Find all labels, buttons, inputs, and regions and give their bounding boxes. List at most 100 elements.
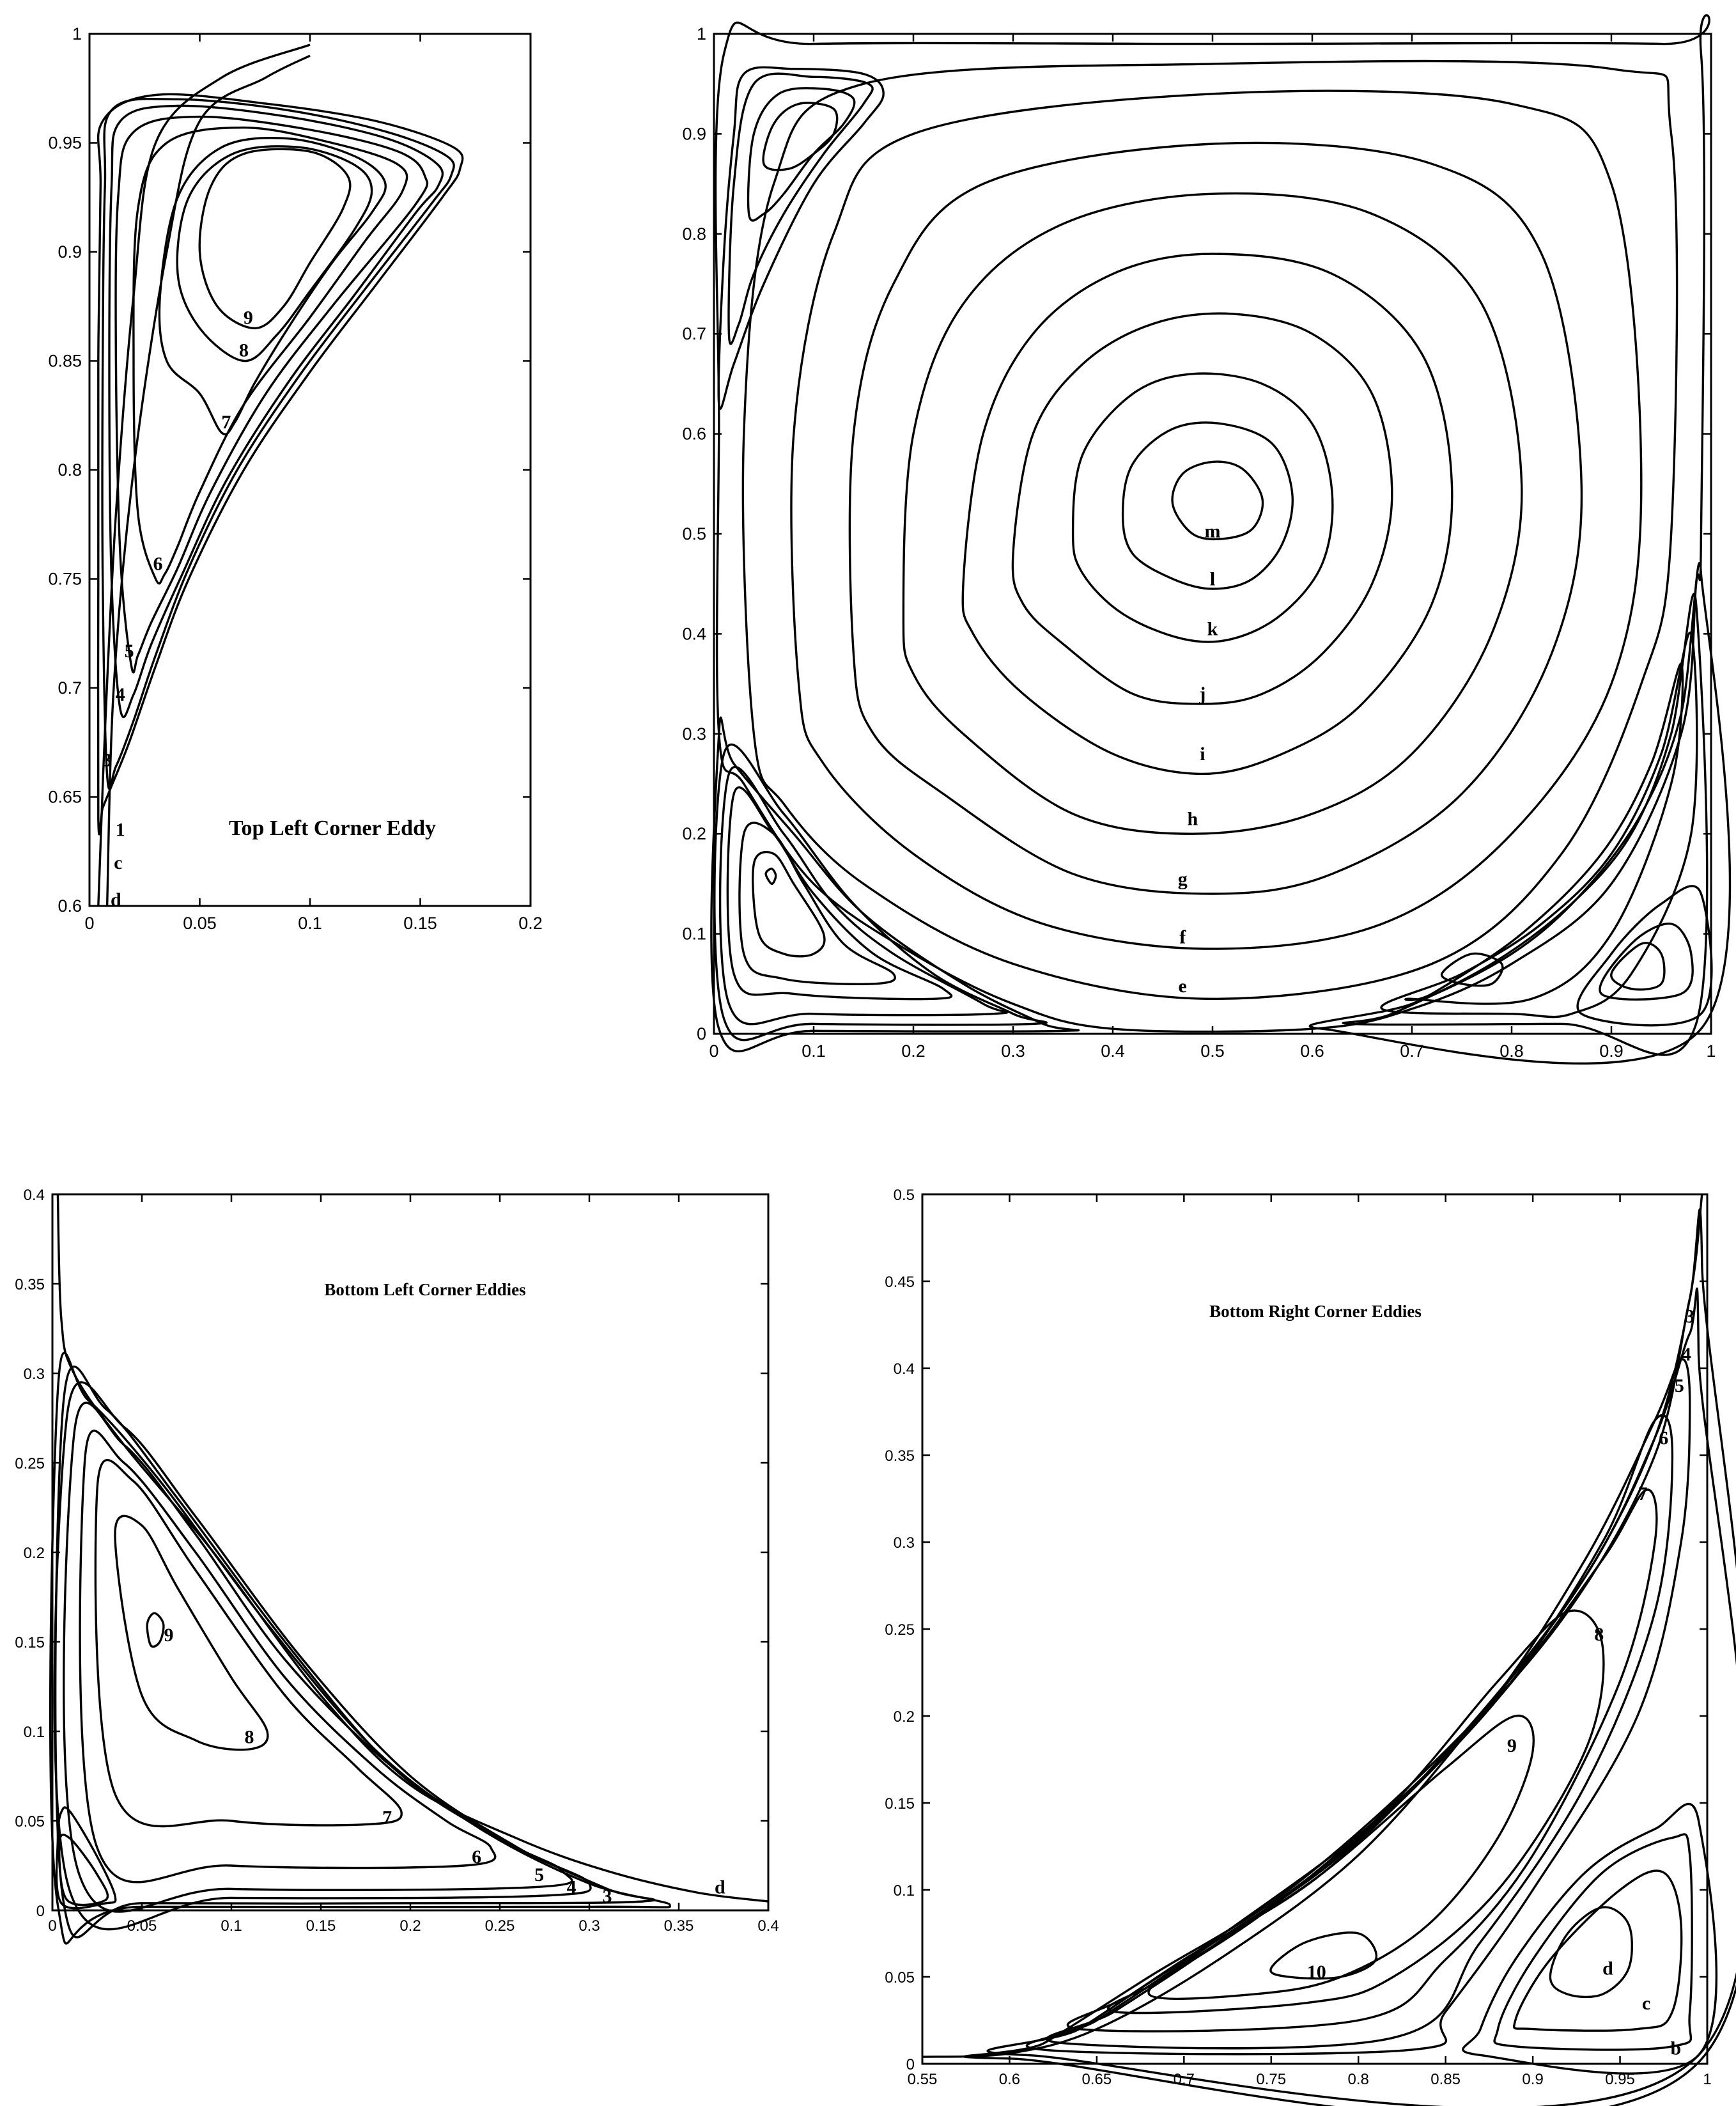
contour-label: d bbox=[715, 1877, 725, 1898]
y-tick-label: 0.8 bbox=[682, 224, 706, 244]
y-tick-label: 0.7 bbox=[682, 324, 706, 343]
panel-top-left-corner-eddy-frame bbox=[88, 33, 532, 907]
streamline-contour-3 bbox=[963, 1208, 1736, 2106]
streamline-contour bbox=[1380, 631, 1698, 1018]
x-tick-label: 0.2 bbox=[399, 1917, 421, 1935]
streamline-contour-d bbox=[105, 54, 311, 907]
contour-label: 8 bbox=[1594, 1624, 1604, 1645]
streamline-contour bbox=[762, 102, 839, 171]
contour-label: 7 bbox=[221, 412, 231, 433]
streamline-contour-3 bbox=[101, 97, 455, 790]
contour-label: 5 bbox=[125, 641, 134, 662]
panel-bottom-left-corner-eddies: Bottom Left Corner Eddies 0 0.05 0.1 0.15 0.… bbox=[15, 1187, 779, 1945]
streamline-contour-b bbox=[1493, 1833, 1693, 2051]
contour-label: 3 bbox=[102, 750, 112, 771]
streamline-contour-10 bbox=[1269, 1931, 1378, 1980]
y-tick-label: 0.6 bbox=[58, 896, 82, 916]
x-tick-label: 0.2 bbox=[901, 1041, 926, 1061]
x-tick-label: 0.9 bbox=[1522, 2071, 1543, 2088]
y-tick-label: 0.4 bbox=[682, 624, 706, 643]
contour-label: 3 bbox=[603, 1886, 612, 1907]
streamline-contour bbox=[1342, 593, 1709, 1056]
streamline-contour bbox=[747, 87, 856, 222]
contour-label: 8 bbox=[245, 1726, 254, 1747]
x-tick-label: 0.55 bbox=[908, 2071, 938, 2088]
panel-full-cavity: 0 0.1 0.2 0.3 0.4 0.5 0.6 0.7 0.8 0.9 1 0 0.1 0.2 0.3 0… bbox=[682, 14, 1732, 1065]
x-tick-label: 0.3 bbox=[1001, 1041, 1025, 1061]
contour-label: c bbox=[1642, 1993, 1650, 2014]
y-tick-label: 0 bbox=[36, 1903, 45, 1920]
x-tick-label: 0.4 bbox=[757, 1917, 779, 1935]
streamline-contour-6 bbox=[1045, 1414, 1674, 2050]
y-tick-label: 0.2 bbox=[894, 1708, 915, 1726]
streamline-contour-l bbox=[1121, 421, 1294, 590]
x-tick-label: 0.1 bbox=[802, 1041, 826, 1061]
y-tick-label: 0.75 bbox=[48, 570, 82, 589]
streamline-contour bbox=[1404, 662, 1684, 1005]
x-tick-label: 0.2 bbox=[518, 914, 543, 933]
streamline-contour bbox=[713, 743, 1048, 1041]
y-tick-label: 0.7 bbox=[58, 678, 82, 698]
x-tick-label: 0 bbox=[84, 914, 94, 933]
streamline-contour-3 bbox=[54, 1365, 656, 1938]
streamline-contour bbox=[1462, 1802, 1717, 2075]
x-tick-label: 0.25 bbox=[485, 1917, 515, 1935]
contour-label: h bbox=[1187, 809, 1198, 830]
x-tick-label: 0.05 bbox=[183, 914, 217, 933]
panel-top-left-corner-eddy-title: Top Left Corner Eddy bbox=[229, 816, 436, 840]
x-tick-label: 0.6 bbox=[999, 2071, 1020, 2088]
streamline-contour-f bbox=[790, 90, 1643, 950]
y-tick-label: 0.5 bbox=[682, 524, 706, 543]
panel-bottom-right-corner-eddies-title: Bottom Right Corner Eddies bbox=[1209, 1302, 1422, 1321]
streamline-contour bbox=[718, 766, 1008, 1026]
streamline-contour bbox=[58, 1833, 109, 1907]
contour-label: 7 bbox=[382, 1807, 392, 1828]
contour-label: 6 bbox=[153, 554, 162, 575]
y-tick-label: 0.4 bbox=[24, 1187, 45, 1204]
y-tick-label: 0.9 bbox=[58, 242, 82, 261]
streamline-contour-6 bbox=[132, 126, 408, 585]
contour-label: c bbox=[114, 852, 122, 873]
streamline-contour bbox=[714, 14, 1710, 1033]
streamline-contour-d bbox=[56, 1194, 769, 1903]
streamline-contour bbox=[727, 72, 874, 345]
streamline-contour bbox=[55, 1806, 117, 1910]
streamline-contour-c bbox=[1513, 1869, 1683, 2032]
contour-label: 6 bbox=[1659, 1428, 1668, 1449]
x-tick-label: 1 bbox=[1703, 2071, 1711, 2088]
y-tick-label: 0.6 bbox=[682, 425, 706, 444]
streamline-contour-1 bbox=[97, 93, 464, 836]
streamline-contour bbox=[1308, 561, 1732, 1065]
x-tick-label: 0.65 bbox=[1082, 2071, 1112, 2088]
contour-label: 6 bbox=[472, 1846, 481, 1868]
y-tick-label: 0.2 bbox=[682, 824, 706, 843]
contour-label: 8 bbox=[239, 339, 249, 361]
y-tick-label: 0.35 bbox=[15, 1276, 45, 1293]
y-tick-label: 0.25 bbox=[15, 1455, 45, 1472]
streamline-contour-9 bbox=[198, 148, 352, 330]
y-tick-label: 0.1 bbox=[24, 1724, 45, 1741]
y-tick-label: 0.4 bbox=[894, 1361, 915, 1378]
x-tick-label: 0.1 bbox=[298, 914, 322, 933]
streamline-contour bbox=[922, 1194, 1703, 2058]
streamline-contour-7 bbox=[1066, 1488, 1658, 2032]
x-tick-label: 0.4 bbox=[1101, 1041, 1125, 1061]
x-tick-label: 0.6 bbox=[1300, 1041, 1324, 1061]
streamline-contour-4 bbox=[986, 1287, 1736, 2106]
streamline-contour bbox=[1610, 942, 1666, 991]
y-tick-label: 0.5 bbox=[894, 1187, 915, 1204]
y-tick-label: 0.85 bbox=[48, 352, 82, 371]
x-tick-label: 0.85 bbox=[1430, 2071, 1461, 2088]
x-tick-label: 0.1 bbox=[221, 1917, 242, 1935]
y-tick-label: 0.45 bbox=[885, 1274, 915, 1291]
streamline-contour-8 bbox=[176, 145, 373, 363]
streamline-contour-j bbox=[1011, 312, 1393, 705]
y-tick-label: 0 bbox=[906, 2056, 915, 2073]
streamline-contour bbox=[738, 822, 896, 985]
streamline-contour-h bbox=[902, 192, 1523, 835]
contour-label: k bbox=[1207, 619, 1218, 640]
panel-top-left-corner-eddy: Top Left Corner Eddy 0 0.05 0.1 0.15 0.2 0.6 0… bbox=[48, 24, 542, 933]
contour-label: 5 bbox=[1675, 1375, 1684, 1396]
streamline-contour bbox=[764, 868, 777, 885]
contour-label: j bbox=[1198, 683, 1205, 705]
